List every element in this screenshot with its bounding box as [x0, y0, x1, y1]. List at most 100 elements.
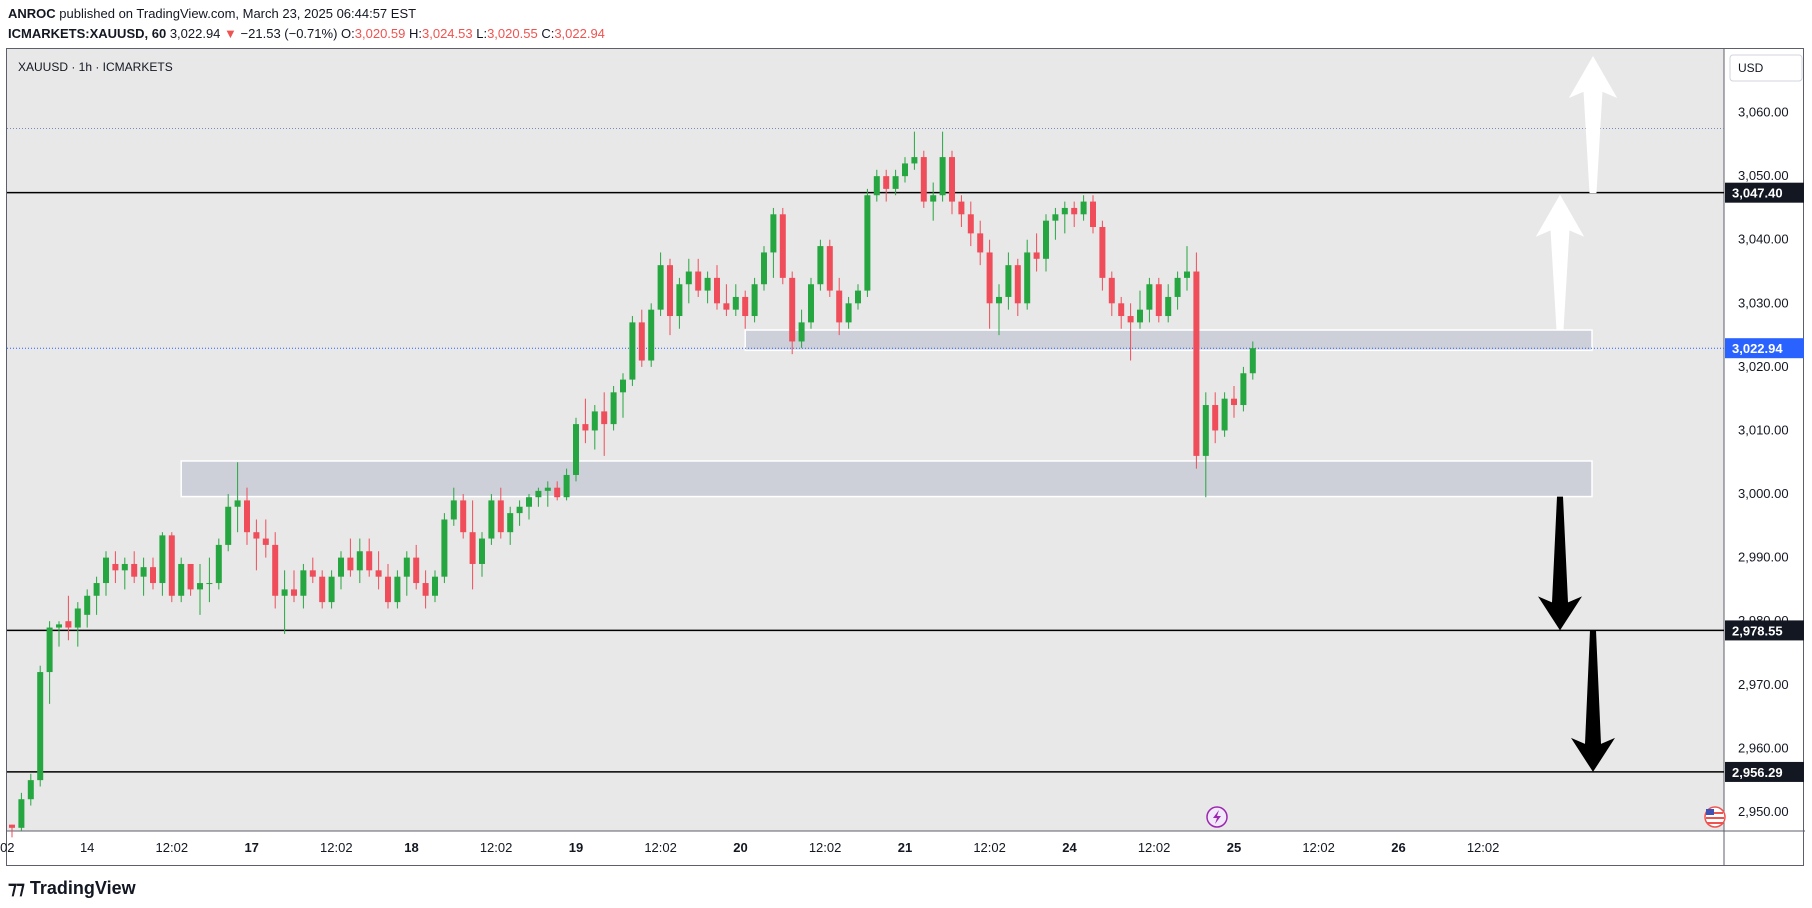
candle-body — [892, 176, 899, 189]
candle — [1221, 392, 1228, 437]
candle-body — [27, 780, 34, 800]
x-tick-label: 17 — [244, 840, 258, 855]
brand: ⁊⁊ TradingView — [8, 878, 136, 899]
candle-body — [1165, 296, 1172, 317]
candle — [1033, 233, 1040, 272]
candle-body — [1137, 309, 1143, 323]
candle — [883, 169, 890, 202]
y-tick-label: 3,020.00 — [1738, 359, 1789, 374]
candle-body — [535, 490, 542, 498]
candle — [413, 544, 420, 590]
candle-body — [1024, 252, 1031, 304]
candle — [112, 551, 119, 584]
plot-area[interactable] — [7, 49, 1724, 831]
candle-body — [676, 284, 683, 317]
candle — [591, 405, 598, 450]
candle-body — [178, 563, 185, 596]
candle — [620, 373, 626, 418]
candle — [685, 258, 692, 304]
candle — [573, 417, 579, 482]
candle-body — [253, 532, 260, 539]
publish-text: published on TradingView.com, March 23, … — [59, 6, 417, 21]
lightning-icon[interactable] — [1206, 806, 1228, 828]
candle — [441, 513, 448, 584]
candle — [1061, 201, 1068, 234]
candle — [864, 188, 871, 297]
candle-body — [1043, 220, 1049, 259]
candle — [977, 220, 984, 266]
candle — [178, 557, 185, 603]
sr-zone-2[interactable] — [180, 460, 1593, 498]
candle-body — [168, 535, 175, 596]
candle — [65, 595, 72, 641]
candle-body — [1146, 284, 1153, 310]
x-tick-label: 12:02 — [1467, 840, 1500, 855]
candle — [667, 258, 673, 336]
candle — [911, 131, 918, 170]
sr-zone-1[interactable] — [744, 329, 1593, 352]
candle — [1118, 296, 1125, 329]
candle-body — [667, 265, 673, 317]
author-name[interactable]: ANROC — [8, 6, 56, 21]
candle — [902, 157, 908, 183]
y-tick-label: 3,010.00 — [1738, 422, 1789, 437]
candle-body — [356, 551, 363, 571]
x-tick-label: 18 — [404, 840, 418, 855]
candle-body — [1099, 227, 1106, 278]
level-tag-1-label: 3,047.40 — [1732, 186, 1783, 201]
candle — [967, 201, 974, 247]
candle — [338, 551, 344, 590]
us-flag-icon[interactable] — [1704, 806, 1726, 828]
candle-body — [526, 497, 532, 507]
candle — [281, 570, 288, 634]
candle — [1127, 303, 1134, 361]
chart-title: XAUUSD · 1h · ICMARKETS — [18, 60, 173, 74]
candle — [74, 602, 81, 647]
candle-body — [1080, 201, 1087, 215]
candle — [742, 290, 749, 329]
high-label: H: — [409, 26, 422, 41]
candle-body — [1052, 214, 1059, 221]
symbol-info: ICMARKETS:XAUUSD, 60 3,022.94 ▼ −21.53 (… — [8, 26, 605, 41]
level-tag-1-bg — [1725, 182, 1804, 203]
candle — [610, 385, 617, 431]
high-value: 3,024.53 — [422, 26, 473, 41]
candle-body — [1212, 405, 1219, 431]
candle-body — [197, 583, 203, 590]
candle-body — [291, 589, 297, 596]
change-value: −21.53 (−0.71%) — [240, 26, 338, 41]
candle-body — [1221, 398, 1228, 431]
candle-body — [554, 487, 561, 498]
candle — [150, 557, 156, 590]
candle — [215, 538, 222, 590]
candle — [779, 207, 786, 285]
candle-body — [544, 487, 551, 491]
tradingview-logo-icon: ⁊⁊ — [8, 878, 25, 898]
candle — [375, 551, 382, 590]
up-arrow-1 — [1535, 194, 1585, 331]
candle — [328, 570, 335, 609]
candle — [422, 570, 429, 609]
candle-body — [610, 392, 617, 425]
candle — [234, 462, 241, 533]
candle-body — [591, 411, 598, 431]
x-tick-label: 24 — [1062, 840, 1077, 855]
candle-body — [1108, 277, 1115, 304]
up-arrow-2 — [1568, 55, 1618, 194]
candle — [197, 563, 203, 615]
candle — [1005, 252, 1012, 310]
candle-body — [732, 296, 739, 310]
candle — [450, 487, 457, 526]
low-value: 3,020.55 — [487, 26, 538, 41]
y-tick-label: 3,030.00 — [1738, 295, 1789, 310]
candle — [704, 271, 711, 304]
candle-body — [215, 544, 222, 584]
candle-body — [648, 309, 655, 361]
candle-body — [638, 322, 645, 361]
x-tick-label: 12:02 — [156, 840, 189, 855]
candle — [121, 557, 128, 590]
currency-button[interactable] — [1729, 54, 1803, 82]
candle-body — [629, 322, 636, 380]
candle — [46, 621, 53, 704]
